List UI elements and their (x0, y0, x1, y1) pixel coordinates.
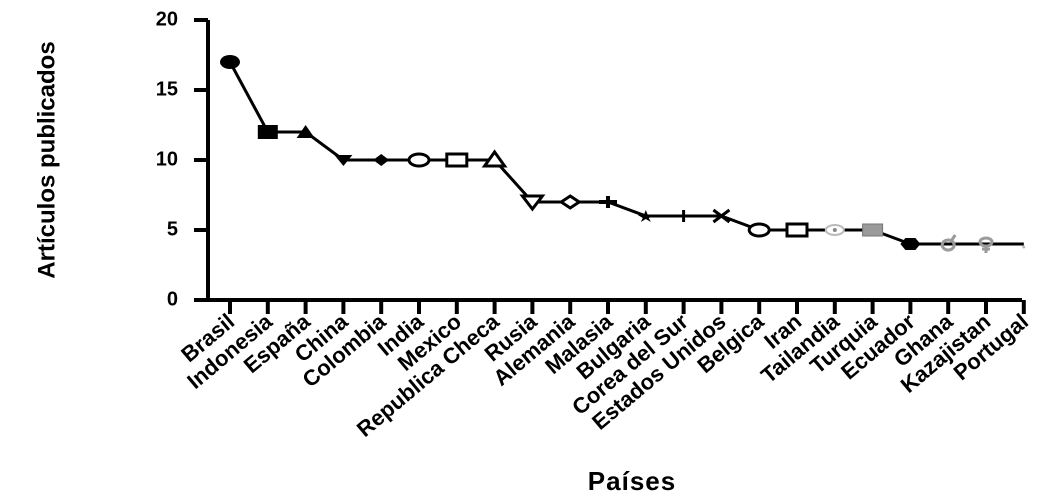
data-point (712, 208, 731, 224)
y-tick-label: 0 (167, 288, 178, 310)
data-point (373, 154, 390, 166)
data-point (785, 222, 809, 238)
data-point (747, 222, 771, 238)
series-markers (220, 55, 1026, 253)
y-tick-label: 10 (156, 148, 178, 170)
x-axis-label: Países (588, 466, 676, 493)
data-point (637, 210, 654, 222)
data-point (900, 238, 921, 250)
y-axis-label: Artículos publicados (33, 41, 60, 278)
data-point (558, 194, 582, 210)
chart-axes (206, 20, 1022, 302)
data-point (220, 55, 240, 69)
data-point (481, 149, 508, 168)
data-point (1022, 245, 1026, 249)
data-point (824, 224, 845, 236)
x-ticks: BrasilIndonesiaEspañaChinaColombiaIndiaM… (176, 300, 1033, 442)
data-point (519, 194, 546, 212)
data-point (862, 223, 884, 237)
data-point (445, 152, 469, 168)
data-point (407, 152, 431, 168)
data-point (940, 234, 957, 252)
data-point (978, 236, 994, 253)
y-tick-label: 20 (156, 8, 178, 30)
data-point (599, 196, 617, 208)
y-ticks: 0 5 10 15 20 (156, 8, 208, 310)
data-point (257, 125, 278, 139)
series-line (228, 61, 1024, 246)
data-point (334, 155, 353, 166)
y-tick-label: 15 (156, 78, 178, 100)
data-point (296, 125, 315, 138)
y-tick-label: 5 (167, 218, 178, 240)
data-point (675, 210, 692, 222)
